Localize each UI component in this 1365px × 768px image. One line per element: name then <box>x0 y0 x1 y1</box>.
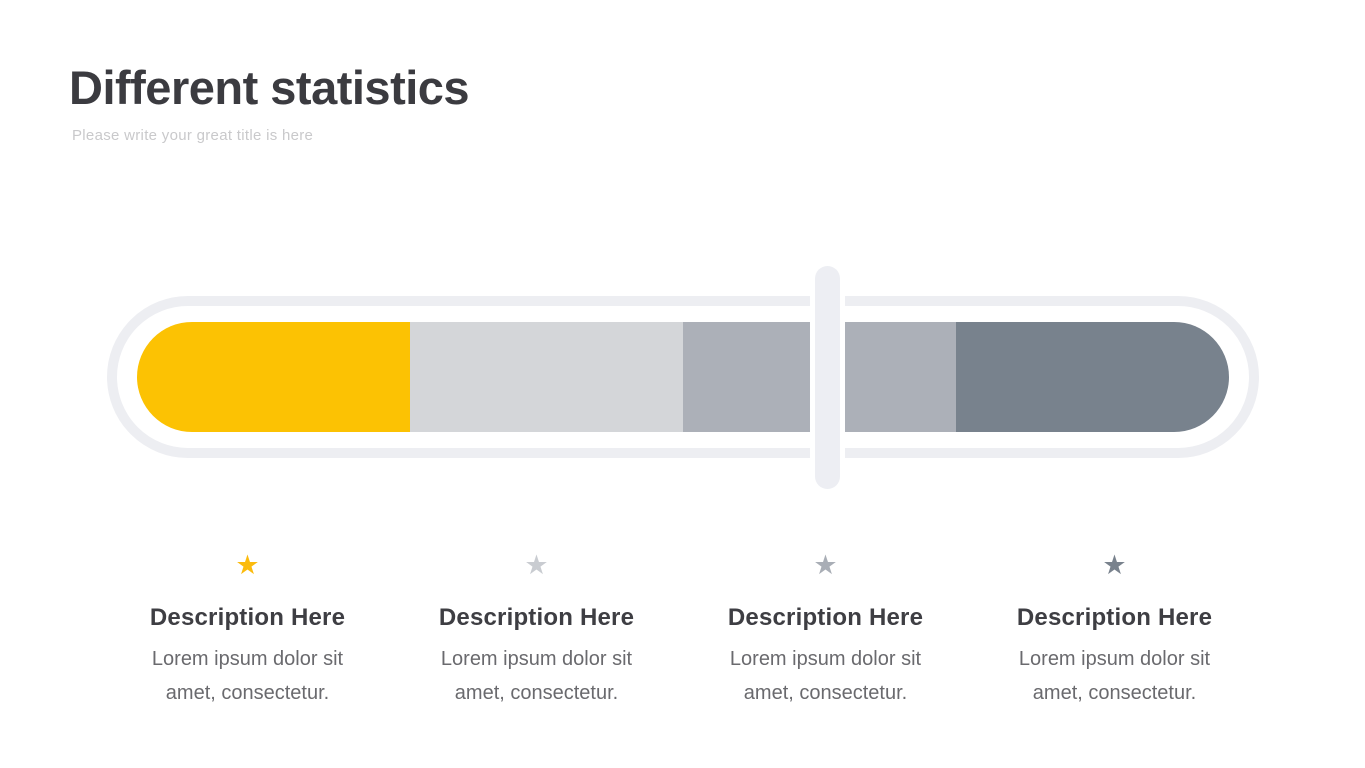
description-columns: ★ Description Here Lorem ipsum dolor sit… <box>103 550 1259 710</box>
column-title: Description Here <box>1016 604 1213 631</box>
slider-handle[interactable] <box>810 261 845 494</box>
column-title: Description Here <box>727 604 924 631</box>
star-icon: ★ <box>1102 550 1127 581</box>
column-body: Lorem ipsum dolor sit amet, consectetur. <box>1018 648 1211 704</box>
page-subtitle: Please write your great title is here <box>72 127 314 144</box>
stat-column-4: ★ Description Here Lorem ipsum dolor sit… <box>970 550 1259 710</box>
column-body: Lorem ipsum dolor sit amet, consectetur. <box>440 648 633 704</box>
page-title: Different statistics <box>69 61 470 114</box>
slider-handle-grip <box>815 266 840 489</box>
star-icon: ★ <box>524 550 549 581</box>
stat-column-3: ★ Description Here Lorem ipsum dolor sit… <box>681 550 970 710</box>
progress-bar <box>137 322 1229 432</box>
stat-column-1: ★ Description Here Lorem ipsum dolor sit… <box>103 550 392 710</box>
stat-column-2: ★ Description Here Lorem ipsum dolor sit… <box>392 550 681 710</box>
progress-segment-4 <box>956 322 1229 432</box>
star-icon: ★ <box>813 550 838 581</box>
column-body: Lorem ipsum dolor sit amet, consectetur. <box>151 648 344 704</box>
progress-segment-2 <box>410 322 683 432</box>
star-icon: ★ <box>235 550 260 581</box>
progress-segment-1 <box>137 322 410 432</box>
column-title: Description Here <box>438 604 635 631</box>
column-title: Description Here <box>149 604 346 631</box>
column-body: Lorem ipsum dolor sit amet, consectetur. <box>729 648 922 704</box>
